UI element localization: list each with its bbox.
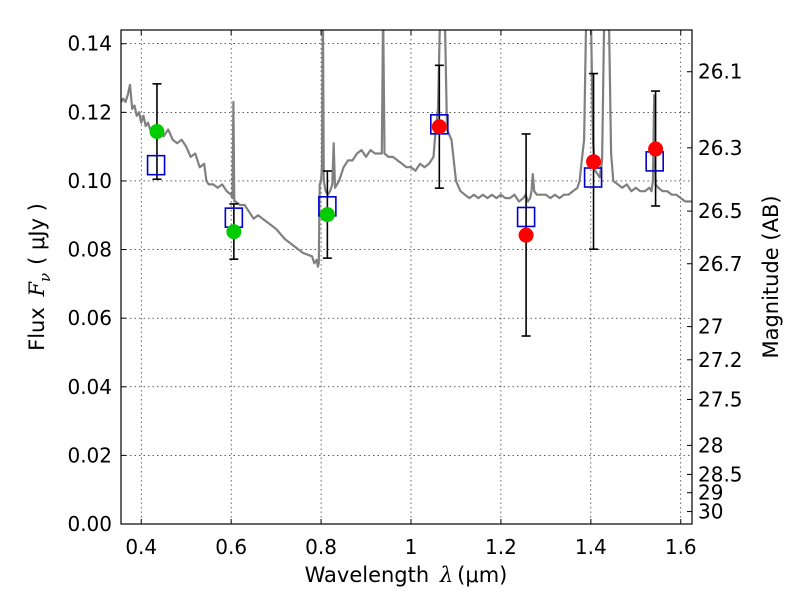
y-tick-label: 0.12 xyxy=(67,100,112,124)
sed-curve xyxy=(121,30,692,268)
axes: 0.4 0.6 0.8 1 1.2 1.4 1.6 0.00 0.02 0.04 0.06 0.08 0… xyxy=(67,30,743,559)
x-tick-label: 0.8 xyxy=(305,535,337,559)
right-tick-label: 26.5 xyxy=(698,199,743,223)
sed-curve-layer xyxy=(121,30,692,268)
y-tick-label: 0.08 xyxy=(67,238,112,262)
x-tick-label: 0.4 xyxy=(125,535,157,559)
right-tick-label: 26.7 xyxy=(698,252,743,276)
observed-flux-point xyxy=(319,207,335,223)
observed-flux-point xyxy=(648,141,664,157)
x-tick-label: 1.2 xyxy=(485,535,517,559)
x-tick-label: 1.4 xyxy=(575,535,607,559)
right-tick-label: 27 xyxy=(698,315,723,339)
right-tick-label: 26.3 xyxy=(698,136,743,160)
right-tick-label: 27.5 xyxy=(698,387,743,411)
x-tick-label: 0.6 xyxy=(215,535,247,559)
observed-flux-point xyxy=(518,227,534,243)
observed-flux-point xyxy=(226,224,242,240)
right-tick-label: 26.1 xyxy=(698,60,743,84)
y-tick-label: 0.10 xyxy=(67,169,112,193)
y-axis-label-right: Magnitude (AB) xyxy=(759,195,783,358)
y-tick-label: 0.02 xyxy=(67,443,112,467)
model-flux-square xyxy=(516,206,536,228)
right-tick-label: 29 xyxy=(698,481,723,505)
right-tick-label: 28 xyxy=(698,433,723,457)
observed-flux-markers xyxy=(149,119,664,243)
observed-flux-point xyxy=(586,154,602,170)
observed-flux-point xyxy=(431,119,447,135)
model-flux-markers xyxy=(146,114,664,228)
x-tick-label: 1 xyxy=(405,535,418,559)
y-tick-label: 0.06 xyxy=(67,306,112,330)
right-tick-label: 28.5 xyxy=(698,462,743,486)
plot-frame xyxy=(120,29,693,525)
y-axis-label: Flux Fν( μJy ) xyxy=(25,203,54,351)
x-axis-label: Wavelength λ (μm) xyxy=(305,563,508,587)
grid-lines xyxy=(121,30,692,525)
x-tick-label: 1.6 xyxy=(665,535,697,559)
y-tick-label: 0.00 xyxy=(67,512,112,536)
model-flux-square xyxy=(146,154,166,176)
right-tick-label: 30 xyxy=(698,500,723,524)
y-tick-label: 0.14 xyxy=(67,32,112,56)
y-tick-label: 0.04 xyxy=(67,375,112,399)
observed-flux-point xyxy=(149,124,165,140)
right-tick-label: 27.2 xyxy=(698,348,743,372)
